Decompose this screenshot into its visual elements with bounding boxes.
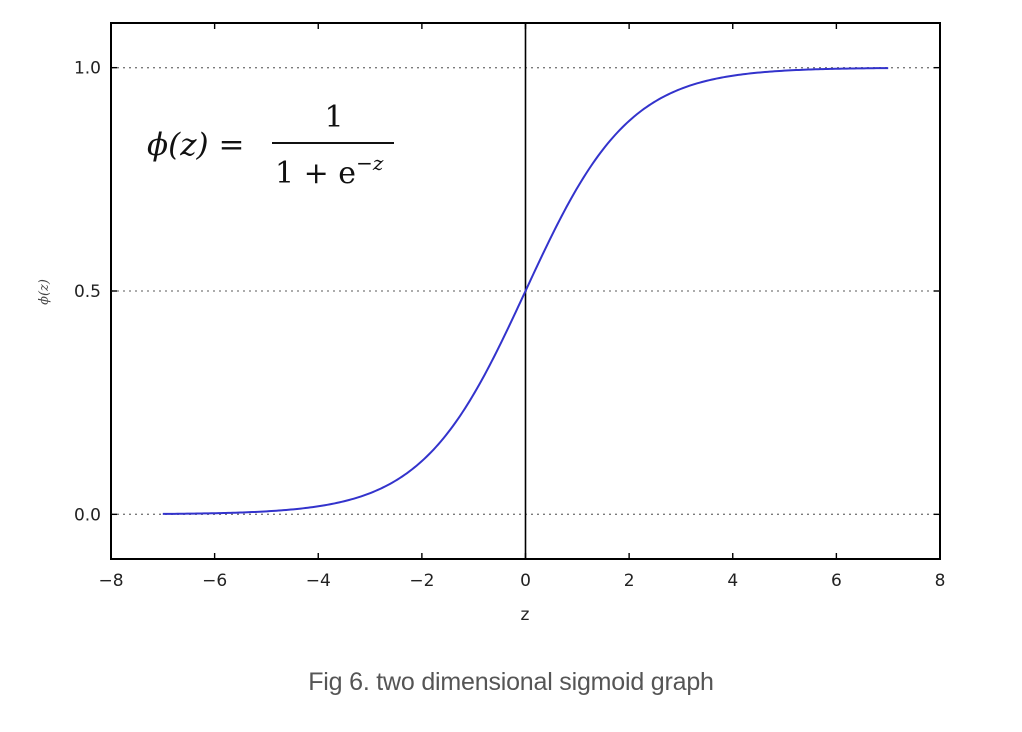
formula-annotation: ϕ(z) = 1 1 + e−z	[147, 100, 394, 191]
x-tick-label: 2	[624, 571, 635, 591]
sigmoid-curve	[162, 67, 889, 515]
y-tick-label: 0.5	[74, 282, 101, 302]
formula-denominator-base: 1 + e	[275, 156, 356, 191]
x-axis-label: z	[521, 605, 530, 625]
x-tick-label: 6	[831, 571, 842, 591]
formula-numerator: 1	[324, 100, 343, 135]
y-tick-label: 0.0	[74, 505, 101, 525]
y-axis-label: ϕ(z)	[37, 279, 52, 305]
x-tick-label: −6	[202, 571, 227, 591]
x-tick-label: −2	[409, 571, 434, 591]
x-tick-label: 4	[727, 571, 738, 591]
y-tick-label: 1.0	[74, 59, 101, 79]
sigmoid-chart: −8 −6 −4 −2 0 2 4 6 8 0.0 0.5 1.0 z ϕ(z) ϕ(z) = 1 1…	[37, 22, 945, 625]
x-tick-label: 8	[935, 571, 946, 591]
x-tick-label: −8	[98, 571, 123, 591]
formula-denominator-exponent: −z	[356, 151, 384, 175]
formula-denominator: 1 + e−z	[275, 151, 384, 191]
x-tick-label: −4	[306, 571, 331, 591]
axis-ticks: −8 −6 −4 −2 0 2 4 6 8 0.0 0.5 1.0	[74, 23, 945, 591]
x-tick-label: 0	[520, 571, 531, 591]
formula-lhs: ϕ(z) =	[147, 127, 244, 163]
figure-caption: Fig 6. two dimensional sigmoid graph	[308, 668, 714, 696]
